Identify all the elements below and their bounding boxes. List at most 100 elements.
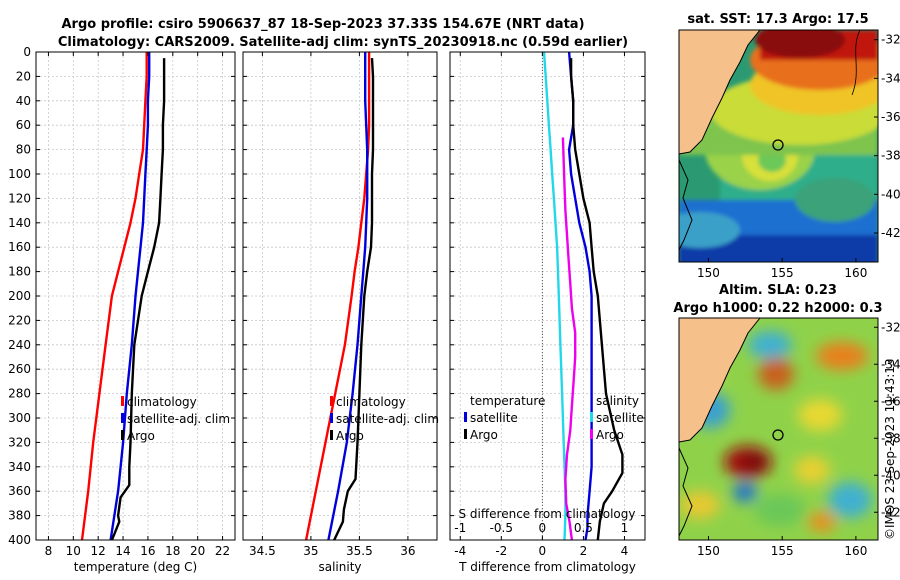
legend-label: Argo bbox=[336, 429, 364, 443]
x-tick-label: 10 bbox=[66, 544, 81, 558]
sst-tasmania-coast bbox=[679, 159, 693, 251]
sst-contour bbox=[851, 30, 861, 96]
x-tick-label: 16 bbox=[140, 544, 155, 558]
legend-swatch bbox=[121, 413, 124, 423]
y-tick-label: 360 bbox=[8, 484, 31, 498]
map-y-tick-label: -38 bbox=[881, 431, 900, 445]
x-tick-label: -2 bbox=[495, 544, 507, 558]
y-tick-label: 100 bbox=[8, 167, 31, 181]
y-tick-label: 240 bbox=[8, 338, 31, 352]
difference-panel: -4 -2 0 2 4 T difference from climatology S di… bbox=[449, 51, 646, 574]
x-tick-label: 4 bbox=[621, 544, 629, 558]
x-axis-label: T difference from climatology bbox=[458, 560, 636, 574]
top-tick-label: 0.5 bbox=[574, 521, 593, 535]
legend-label: satellite-adj. clim bbox=[336, 412, 439, 426]
map-y-tick-label: -34 bbox=[881, 71, 900, 85]
legend-swatch bbox=[590, 412, 593, 422]
top-tick-label: 1 bbox=[621, 521, 629, 535]
map-y-tick-label: -34 bbox=[881, 357, 900, 371]
legend-swatch bbox=[121, 396, 124, 406]
legend-swatch bbox=[121, 430, 124, 440]
legend-label: Argo bbox=[596, 428, 624, 442]
map-y-tick-label: -32 bbox=[881, 33, 900, 47]
y-tick-label: 300 bbox=[8, 411, 31, 425]
map-y-tick-label: -42 bbox=[881, 226, 900, 240]
legend-label: satellite bbox=[596, 411, 644, 425]
y-tick-label: 0 bbox=[23, 45, 31, 59]
sst-field bbox=[679, 30, 878, 262]
x-tick-label: 20 bbox=[190, 544, 205, 558]
map-y-tick-label: -36 bbox=[881, 394, 900, 408]
sla-tasmania-coast bbox=[679, 447, 693, 537]
sla-map-subtitle: Argo h1000: 0.22 h2000: 0.3 bbox=[673, 301, 882, 316]
sla-map-title: Altim. SLA: 0.23 bbox=[719, 283, 837, 298]
top-axis-label: S difference from climatology bbox=[459, 507, 636, 521]
x-tick-label: 36 bbox=[400, 544, 415, 558]
legend-label: Argo bbox=[127, 429, 155, 443]
legend-label: satellite-adj. clim bbox=[127, 412, 230, 426]
x-tick-label: 22 bbox=[215, 544, 230, 558]
legend-title-temperature: temperature bbox=[470, 394, 545, 408]
legend-label: Argo bbox=[470, 428, 498, 442]
y-tick-label: 20 bbox=[16, 69, 31, 83]
sst-map-ticks: 150 155 160 -42 -40 -38 -36 -34 -32 bbox=[697, 33, 900, 280]
map-y-tick-label: -36 bbox=[881, 110, 900, 124]
sst-map-panel: sat. SST: 17.3 Argo: 17.5 bbox=[678, 12, 900, 280]
series-line-argo-diff-s- bbox=[561, 137, 577, 541]
legend-label: satellite bbox=[470, 411, 518, 425]
x-tick-label: 8 bbox=[45, 544, 53, 558]
y-tick-label: 260 bbox=[8, 362, 31, 376]
y-tick-label: 80 bbox=[16, 143, 31, 157]
x-tick-label: 14 bbox=[115, 544, 130, 558]
salinity-panel: 34.5 35 35.5 36 salinity climatology satellite… bbox=[242, 51, 439, 574]
y-tick-label: 220 bbox=[8, 313, 31, 327]
figure-title-line1: Argo profile: csiro 5906637_87 18-Sep-20… bbox=[61, 17, 584, 32]
x-axis-label: salinity bbox=[318, 560, 361, 574]
sst-map-frame bbox=[678, 29, 879, 263]
sst-map-title: sat. SST: 17.3 Argo: 17.5 bbox=[687, 12, 868, 27]
sst-land bbox=[679, 30, 760, 154]
series-line-satellite-adj-clim bbox=[109, 52, 151, 541]
sla-map-panel: Altim. SLA: 0.23 Argo h1000: 0.22 h2000:… bbox=[673, 283, 900, 558]
series-line-argo bbox=[333, 58, 375, 541]
sla-map-ticks: 150 155 160 -42 -40 -38 -36 -34 -32 bbox=[697, 320, 900, 558]
y-tick-label: 120 bbox=[8, 191, 31, 205]
sla-argo-marker bbox=[772, 429, 784, 441]
top-tick-label: -1 bbox=[454, 521, 466, 535]
figure-title-line2: Climatology: CARS2009. Satellite-adj cli… bbox=[58, 35, 628, 50]
series-line-argo bbox=[110, 58, 166, 541]
map-x-tick-label: 160 bbox=[844, 544, 867, 558]
x-tick-label: 18 bbox=[165, 544, 180, 558]
map-y-tick-label: -40 bbox=[881, 468, 900, 482]
y-tick-label: 200 bbox=[8, 289, 31, 303]
y-tick-label: 380 bbox=[8, 509, 31, 523]
top-tick-label: 0 bbox=[539, 521, 547, 535]
map-y-tick-label: -32 bbox=[881, 320, 900, 334]
map-y-tick-label: -42 bbox=[881, 505, 900, 519]
map-x-tick-label: 155 bbox=[771, 544, 794, 558]
map-x-tick-label: 160 bbox=[844, 266, 867, 280]
y-tick-label: 400 bbox=[8, 533, 31, 547]
sst-argo-marker bbox=[772, 139, 784, 151]
map-x-tick-label: 155 bbox=[771, 266, 794, 280]
y-tick-label: 40 bbox=[16, 94, 31, 108]
y-tick-label: 140 bbox=[8, 216, 31, 230]
legend-swatch bbox=[330, 413, 333, 423]
y-tick-label: 60 bbox=[16, 118, 31, 132]
series-line-satellite-adj-clim bbox=[327, 52, 369, 541]
legend-label: climatology bbox=[127, 395, 197, 409]
temperature-panel: 8 10 12 14 16 18 20 220204060801001201401601802… bbox=[8, 45, 236, 574]
sst-coastline bbox=[679, 30, 761, 155]
y-tick-label: 320 bbox=[8, 435, 31, 449]
x-tick-label: 12 bbox=[91, 544, 106, 558]
y-tick-label: 160 bbox=[8, 240, 31, 254]
sla-map-frame bbox=[678, 317, 879, 541]
x-tick-label: 34.5 bbox=[249, 544, 276, 558]
y-tick-label: 180 bbox=[8, 265, 31, 279]
y-tick-label: 340 bbox=[8, 460, 31, 474]
map-x-tick-label: 150 bbox=[697, 544, 720, 558]
legend-swatch bbox=[590, 429, 593, 439]
sla-coastline bbox=[679, 318, 761, 443]
x-tick-label: 2 bbox=[580, 544, 588, 558]
